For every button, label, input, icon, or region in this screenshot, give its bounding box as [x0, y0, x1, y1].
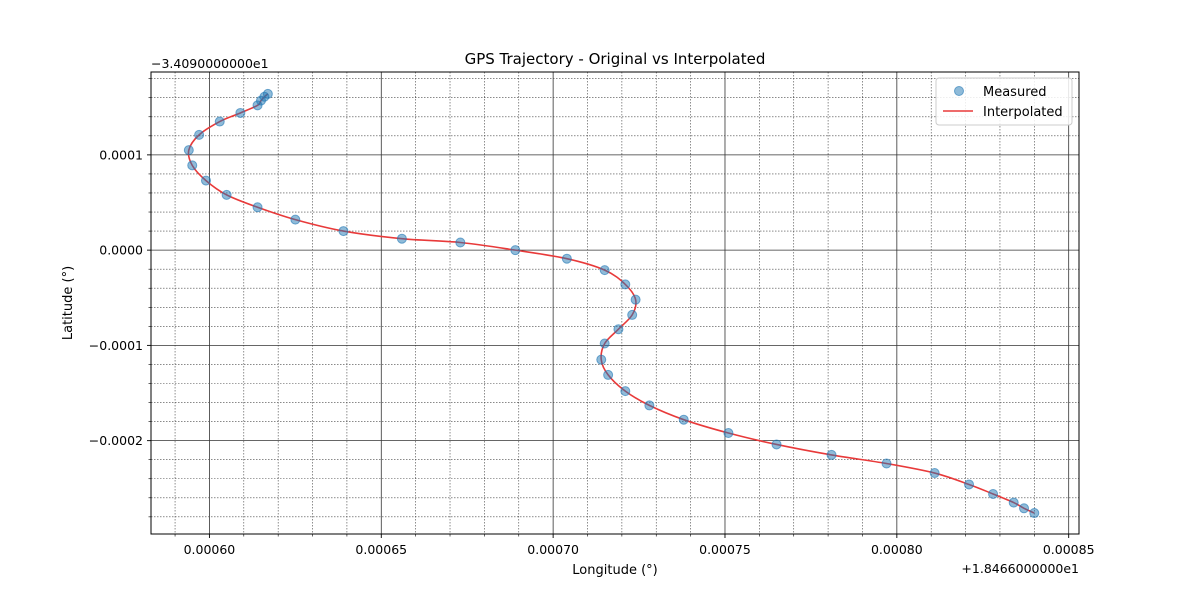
measured-point: [1029, 508, 1040, 519]
measured-point: [338, 226, 349, 237]
interpolated-line-layer: [187, 93, 1035, 514]
measured-point: [644, 400, 655, 411]
x-tick-label: 0.00075: [699, 542, 751, 557]
x-tick-label: 0.00060: [184, 542, 236, 557]
measured-point: [599, 338, 610, 349]
chart-title: GPS Trajectory - Original vs Interpolate…: [465, 50, 766, 68]
measured-point: [620, 386, 631, 397]
y-tick-label: −0.0002: [89, 433, 143, 448]
measured-point: [455, 237, 466, 248]
measured-point: [221, 189, 232, 200]
measured-point: [1019, 503, 1030, 514]
measured-point: [620, 279, 631, 290]
legend: Measured Interpolated: [935, 77, 1073, 126]
legend-measured-label: Measured: [983, 85, 1047, 100]
y-tick-label: 0.0001: [99, 147, 143, 162]
measured-point: [826, 449, 837, 460]
measured-point: [200, 175, 211, 186]
y-tick-label: 0.0000: [99, 243, 143, 258]
measured-point: [510, 245, 521, 256]
grid-layer: [151, 72, 1079, 534]
measured-point: [187, 160, 198, 171]
measured-points-layer: [183, 88, 1040, 519]
x-offset-label: +1.8466000000e1: [961, 561, 1079, 576]
measured-point: [964, 479, 975, 490]
measured-point: [881, 458, 892, 469]
measured-point: [723, 428, 734, 439]
measured-point: [771, 439, 782, 450]
measured-point: [599, 265, 610, 276]
measured-point: [988, 488, 999, 499]
x-tick-label: 0.00080: [871, 542, 923, 557]
measured-point: [183, 145, 194, 156]
legend-box: [935, 77, 1073, 126]
measured-point: [290, 214, 301, 225]
y-tick-label: −0.0001: [89, 338, 143, 353]
measured-point: [194, 129, 205, 140]
plot-frame: [150, 71, 1080, 535]
measured-point: [613, 324, 624, 335]
measured-point: [235, 107, 246, 118]
measured-point: [1008, 497, 1019, 508]
x-tick-label: 0.00085: [1043, 542, 1095, 557]
measured-point: [214, 116, 225, 127]
measured-point: [252, 100, 263, 111]
legend-measured-marker: [954, 86, 964, 96]
measured-point: [678, 414, 689, 425]
x-axis-title: Longitude (°): [572, 563, 657, 578]
measured-point: [252, 202, 263, 213]
y-axis-title: Latitude (°): [61, 266, 76, 340]
tick-layer: 0.00060 0.00065 0.00070 0.00075 0.00080 0.000…: [89, 78, 1095, 557]
x-tick-label: 0.00070: [527, 542, 579, 557]
interpolated-line: [187, 93, 1035, 514]
legend-interpolated-label: Interpolated: [983, 105, 1063, 120]
measured-point: [630, 294, 641, 305]
y-offset-label: −3.4090000000e1: [151, 56, 269, 71]
measured-point: [596, 354, 607, 365]
measured-point: [603, 369, 614, 380]
measured-point: [929, 468, 940, 479]
measured-point: [561, 253, 572, 264]
x-tick-label: 0.00065: [355, 542, 407, 557]
measured-point: [627, 309, 638, 320]
measured-point: [396, 233, 407, 244]
